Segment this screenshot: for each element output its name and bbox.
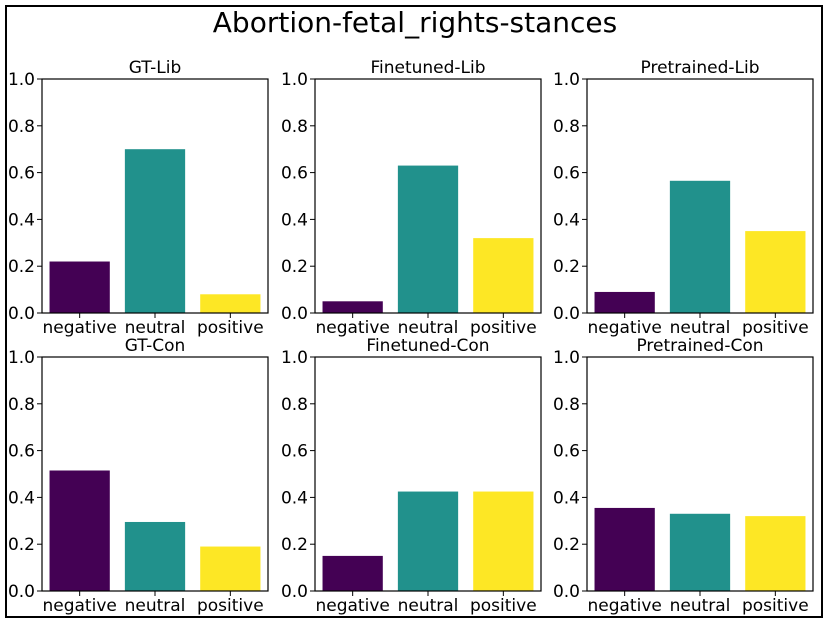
y-tick-label: 0.2 <box>8 257 35 277</box>
bar-neutral <box>124 521 186 591</box>
x-tick-label: positive <box>470 318 537 338</box>
y-tick-label: 1.0 <box>281 70 308 90</box>
x-tick-label: positive <box>197 596 264 616</box>
y-tick-label: 0.4 <box>553 210 580 230</box>
y-tick-label: 0.6 <box>553 164 580 184</box>
x-tick-label: neutral <box>125 318 186 338</box>
bar-positive <box>473 238 534 313</box>
y-tick-label: 1.0 <box>8 348 35 368</box>
bar-neutral <box>397 165 459 313</box>
y-tick-label: 0.6 <box>281 442 308 462</box>
bar-negative <box>322 301 383 313</box>
y-tick-label: 1.0 <box>8 70 35 90</box>
y-tick-label: 0.6 <box>8 442 35 462</box>
y-tick-label: 0.0 <box>8 304 35 324</box>
x-tick-label: negative <box>315 318 389 338</box>
bar-negative <box>594 507 655 591</box>
x-tick-label: positive <box>742 318 809 338</box>
figure-frame <box>5 5 823 618</box>
y-tick-label: 0.8 <box>281 117 308 137</box>
y-tick-label: 0.8 <box>8 117 35 137</box>
x-tick-label: neutral <box>398 318 459 338</box>
y-tick-label: 1.0 <box>553 348 580 368</box>
x-tick-label: negative <box>587 318 661 338</box>
bar-negative <box>594 291 655 313</box>
bar-positive <box>473 491 534 591</box>
bar-neutral <box>669 513 731 591</box>
bar-negative <box>49 470 110 591</box>
subplot-title: Pretrained-Con <box>636 336 763 356</box>
bar-positive <box>200 546 261 591</box>
x-tick-label: neutral <box>670 596 731 616</box>
x-tick-label: negative <box>42 596 116 616</box>
bar-neutral <box>669 180 731 313</box>
y-tick-label: 0.0 <box>553 582 580 602</box>
bar-neutral <box>124 149 186 313</box>
bar-positive <box>745 231 806 313</box>
y-tick-label: 1.0 <box>553 70 580 90</box>
subplot-title: GT-Con <box>125 336 186 356</box>
y-tick-label: 0.2 <box>8 535 35 555</box>
y-tick-label: 0.2 <box>553 535 580 555</box>
y-tick-label: 0.2 <box>281 535 308 555</box>
x-tick-label: positive <box>742 596 809 616</box>
bar-positive <box>200 294 261 313</box>
bar-positive <box>745 516 806 591</box>
y-tick-label: 0.0 <box>553 304 580 324</box>
axes-frame <box>314 356 542 592</box>
y-tick-label: 0.0 <box>281 582 308 602</box>
axes-frame <box>314 78 542 314</box>
y-tick-label: 0.4 <box>8 210 35 230</box>
axes-frame <box>41 356 269 592</box>
y-tick-label: 0.8 <box>553 117 580 137</box>
y-tick-label: 0.4 <box>281 488 308 508</box>
subplot-title: Pretrained-Lib <box>641 58 760 78</box>
y-tick-label: 0.8 <box>281 395 308 415</box>
x-tick-label: positive <box>197 318 264 338</box>
axes-frame <box>586 356 814 592</box>
x-tick-label: positive <box>470 596 537 616</box>
y-tick-label: 0.4 <box>8 488 35 508</box>
y-tick-label: 0.2 <box>553 257 580 277</box>
x-tick-label: negative <box>587 596 661 616</box>
y-tick-label: 0.0 <box>8 582 35 602</box>
subplot-title: Finetuned-Lib <box>370 58 485 78</box>
figure-title: Abortion-fetal_rights-stances <box>212 6 618 39</box>
y-tick-label: 0.8 <box>553 395 580 415</box>
y-tick-label: 1.0 <box>281 348 308 368</box>
y-tick-label: 0.8 <box>8 395 35 415</box>
y-tick-label: 0.0 <box>281 304 308 324</box>
subplot-title: Finetuned-Con <box>366 336 489 356</box>
y-tick-label: 0.6 <box>553 442 580 462</box>
y-tick-label: 0.6 <box>8 164 35 184</box>
x-tick-label: neutral <box>125 596 186 616</box>
bar-negative <box>322 555 383 591</box>
x-tick-label: negative <box>315 596 389 616</box>
y-tick-label: 0.6 <box>281 164 308 184</box>
axes-frame <box>586 78 814 314</box>
y-tick-label: 0.4 <box>281 210 308 230</box>
subplot-title: GT-Lib <box>129 58 182 78</box>
y-tick-label: 0.2 <box>281 257 308 277</box>
bar-neutral <box>397 491 459 591</box>
axes-frame <box>41 78 269 314</box>
x-tick-label: neutral <box>670 318 731 338</box>
y-tick-label: 0.4 <box>553 488 580 508</box>
x-tick-label: neutral <box>398 596 459 616</box>
bar-negative <box>49 261 110 313</box>
x-tick-label: negative <box>42 318 116 338</box>
